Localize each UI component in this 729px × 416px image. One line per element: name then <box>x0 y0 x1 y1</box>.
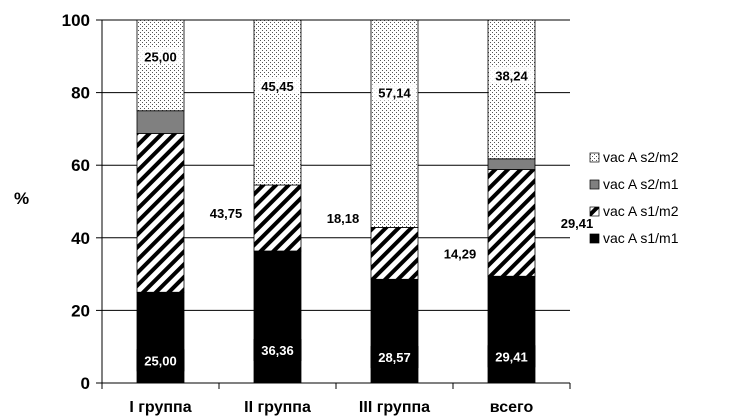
y-tick-label: 20 <box>71 301 90 320</box>
data-label: 45,45 <box>261 79 294 94</box>
data-label: 14,29 <box>444 246 477 261</box>
legend-swatch <box>589 206 600 217</box>
legend-label: vac A s1/m2 <box>603 203 679 219</box>
bar-segment <box>253 184 302 252</box>
y-tick-label: 80 <box>71 84 90 103</box>
legend-swatch <box>589 233 600 244</box>
data-label: 36,36 <box>261 343 294 358</box>
legend-label: vac A s2/m1 <box>603 176 679 192</box>
data-label-box <box>370 346 419 369</box>
legend-swatch <box>589 179 600 190</box>
data-label: 57,14 <box>378 86 411 101</box>
y-tick-label: 40 <box>71 229 90 248</box>
data-label-bg <box>255 76 300 94</box>
bar-segment <box>370 227 419 280</box>
y-axis-label: % <box>14 189 29 208</box>
legend: vac A s2/m2 vac A s2/m1 vac A s1/m2 vac A s… <box>589 149 679 246</box>
bar-segment <box>487 158 536 170</box>
data-labels: 25,00 43,75 25,00 36,36 18,18 45,45 28,57 14,29… <box>136 47 594 372</box>
bar-segment <box>487 19 536 160</box>
x-category-label: II группа <box>244 399 311 416</box>
data-label: 43,75 <box>210 206 243 221</box>
data-label: 25,00 <box>144 49 177 64</box>
legend-label: vac A s2/m2 <box>603 149 679 165</box>
y-tick-label: 100 <box>62 11 90 30</box>
data-label-bg <box>138 47 183 65</box>
bars <box>136 19 536 384</box>
bar-segment <box>136 19 185 112</box>
y-tick-label: 60 <box>71 156 90 175</box>
bar-segment <box>253 250 302 384</box>
data-label: 29,41 <box>495 349 528 364</box>
data-label-box <box>487 345 536 368</box>
legend-swatch <box>589 152 600 163</box>
data-label: 29,41 <box>561 216 594 231</box>
bar-segment <box>370 19 419 228</box>
bar-segment <box>487 169 536 277</box>
bar-segment <box>136 133 185 293</box>
x-category-label: I группа <box>129 399 191 416</box>
axes: 0 20 40 60 80 100 I группа II группа III группа в… <box>62 11 571 416</box>
x-category-label: всего <box>490 399 534 416</box>
data-label: 28,57 <box>378 350 411 365</box>
data-label-box <box>136 349 185 372</box>
legend-label: vac A s1/m1 <box>603 230 679 246</box>
data-label-bg <box>489 66 534 84</box>
data-label-box <box>253 339 302 362</box>
x-category-label: III группа <box>359 399 430 416</box>
data-label: 38,24 <box>495 69 528 84</box>
data-label: 18,18 <box>327 211 360 226</box>
bar-segment <box>136 110 185 134</box>
data-label-bg <box>372 83 417 101</box>
data-label: 25,00 <box>144 353 177 368</box>
bar-segment <box>253 19 302 186</box>
y-tick-label: 0 <box>81 374 90 393</box>
